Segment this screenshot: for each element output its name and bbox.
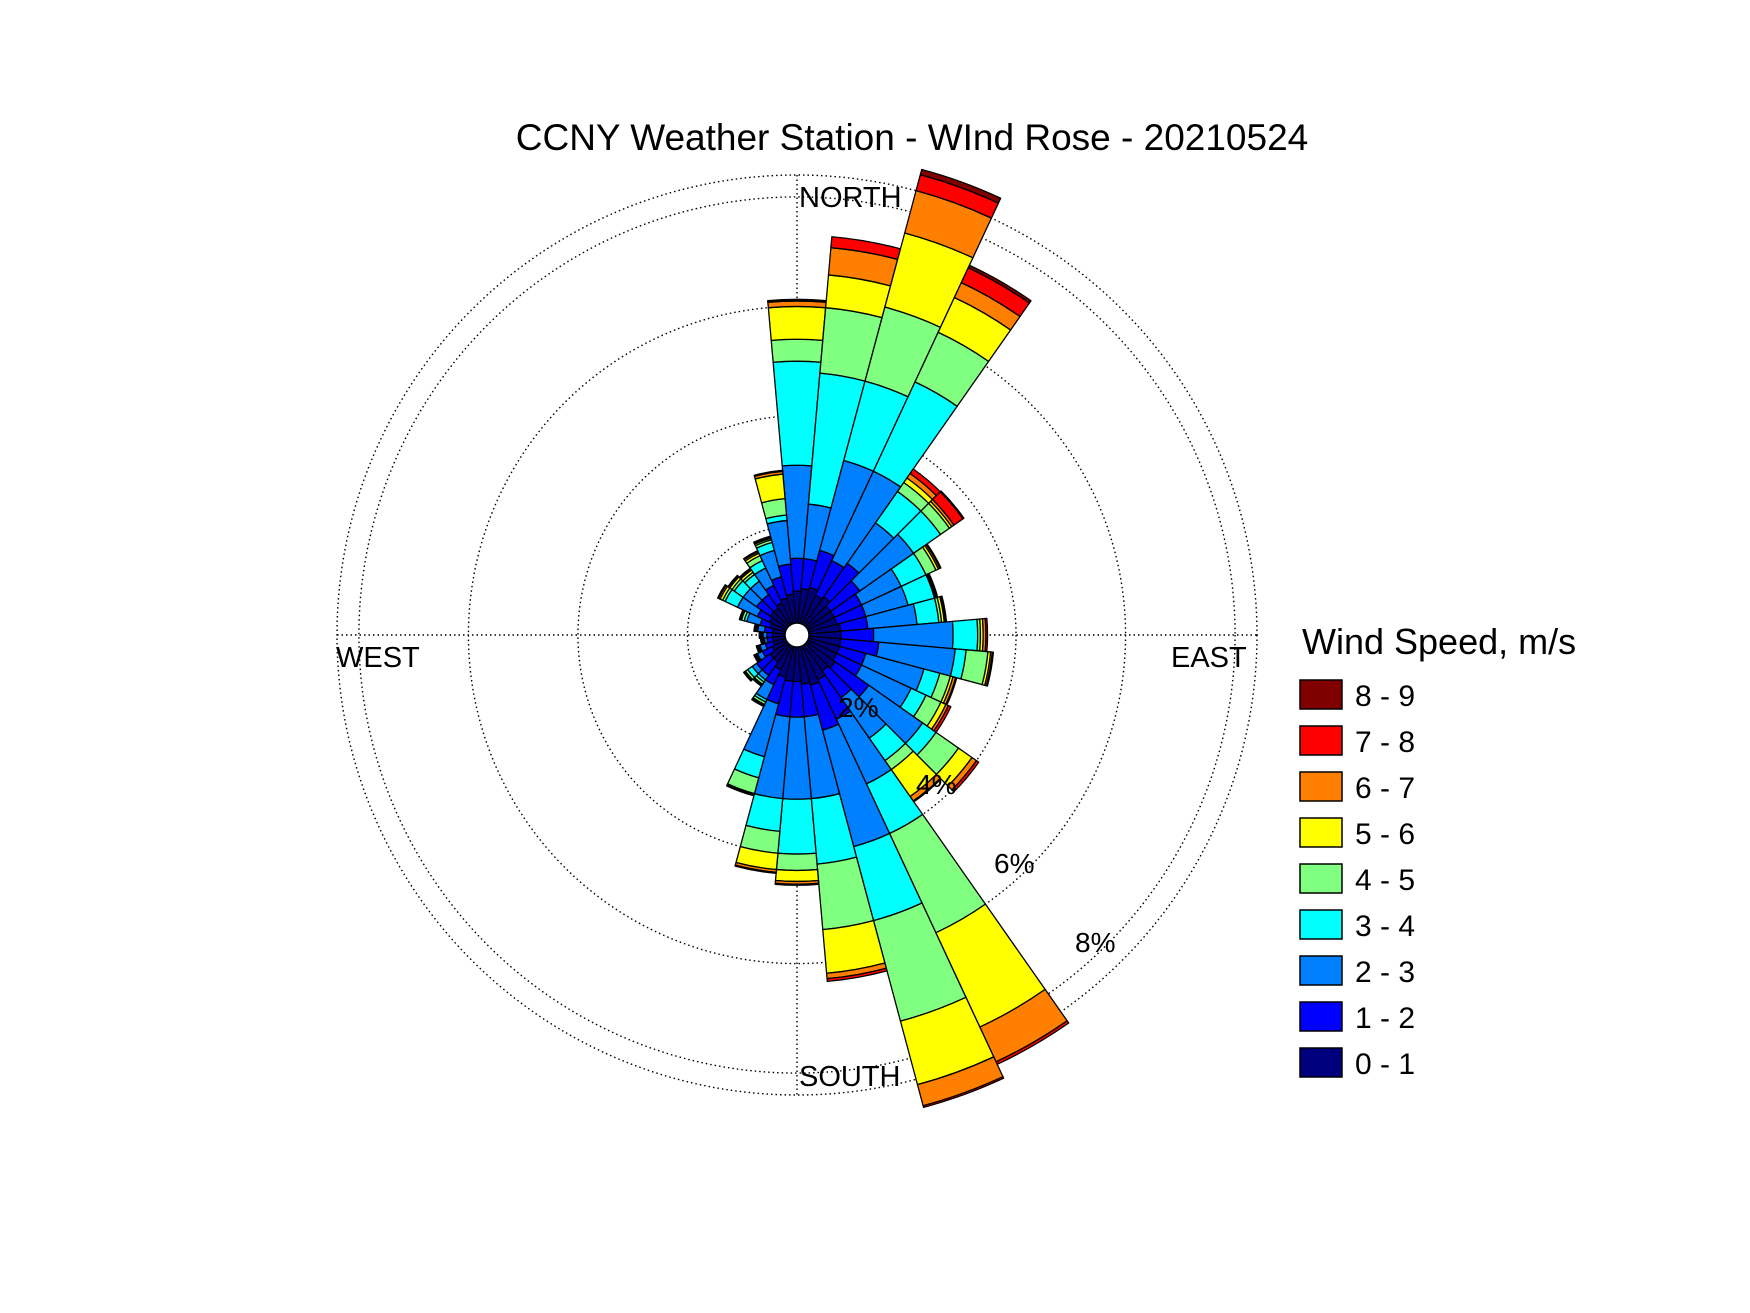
bar-segment-dir250-bin7 [755,645,760,654]
bar-segment-dir270-bin7 [758,631,761,639]
bar-segment-dir180-bin5 [774,868,820,883]
direction-label-south: SOUTH [799,1061,901,1093]
bar-segment-dir190-bin3 [745,793,784,833]
direction-label-north: NORTH [799,182,902,214]
legend-label: 0 - 1 [1355,1048,1415,1081]
bar-segment-dir300-bin7 [716,584,727,600]
ring-labels: 2% 4% 6% 8% [838,692,1115,958]
bar-segment-dir230-bin7 [742,671,752,682]
wind-rose-bars [716,168,1070,1109]
ring-8 [358,196,1236,1074]
bar-segment-dir60-bin7 [925,543,942,569]
bar-segment-dir210-bin7 [751,698,765,708]
legend-swatch [1299,909,1343,940]
bar-segment-dir310-bin7 [727,574,739,588]
bar-segment-dir100-bin7 [985,651,995,687]
legend-swatch [1299,863,1343,894]
bar-segment-dir50-bin8 [939,490,965,520]
legend-label: 1 - 2 [1355,1002,1415,1035]
center-hole [784,622,810,648]
legend-swatch [1299,1001,1343,1032]
bar-segment-dir350-bin7 [753,469,784,477]
legend-label: 4 - 5 [1355,864,1415,897]
ring-label-6: 6% [994,848,1034,879]
legend-label: 7 - 8 [1355,726,1415,759]
legend-label: 5 - 6 [1355,818,1415,851]
legend-swatch [1299,817,1343,848]
bar-segment-dir180-bin7 [774,882,820,886]
bar-segment-dir240-bin7 [753,654,760,663]
legend-label: 3 - 4 [1355,910,1415,943]
legend-swatch [1299,955,1343,986]
legend-swatch [1299,679,1343,710]
ring-label-2: 2% [838,692,878,723]
bar-segment-dir200-bin7 [725,784,755,797]
legend-label: 8 - 9 [1355,680,1415,713]
bar-segment-dir190-bin7 [734,864,777,875]
legend: Wind Speed, m/s 8 - 9 7 - 8 6 - 7 5 - 6 4 - … [1299,621,1576,1081]
legend-title: Wind Speed, m/s [1302,621,1576,662]
bar-segment-dir0-bin5 [767,305,827,342]
chart-title: CCNY Weather Station - WInd Rose - 20210… [516,117,1308,158]
ring-label-8: 8% [1075,927,1115,958]
bar-segment-dir30-bin8 [967,264,1032,304]
bar-segment-dir130-bin7 [951,759,980,793]
legend-swatch [1299,1047,1343,1078]
ring-label-4: 4% [916,769,956,800]
direction-label-east: EAST [1171,642,1247,674]
bar-segment-dir90-bin3 [951,618,979,652]
bar-segment-dir20-bin8 [919,168,1002,204]
bar-segment-dir180-bin4 [775,852,819,872]
legend-swatch [1299,725,1343,756]
legend-label: 6 - 7 [1355,772,1415,805]
bar-segment-dir0-bin4 [770,338,824,363]
bar-segment-dir90-bin7 [984,617,989,653]
bar-segment-dir170-bin7 [826,967,888,983]
legend-swatch [1299,771,1343,802]
direction-label-west: WEST [336,642,420,674]
legend-label: 2 - 3 [1355,956,1415,989]
bar-segment-dir180-bin3 [777,798,817,855]
bar-segment-dir160-bin7 [922,1076,1005,1109]
